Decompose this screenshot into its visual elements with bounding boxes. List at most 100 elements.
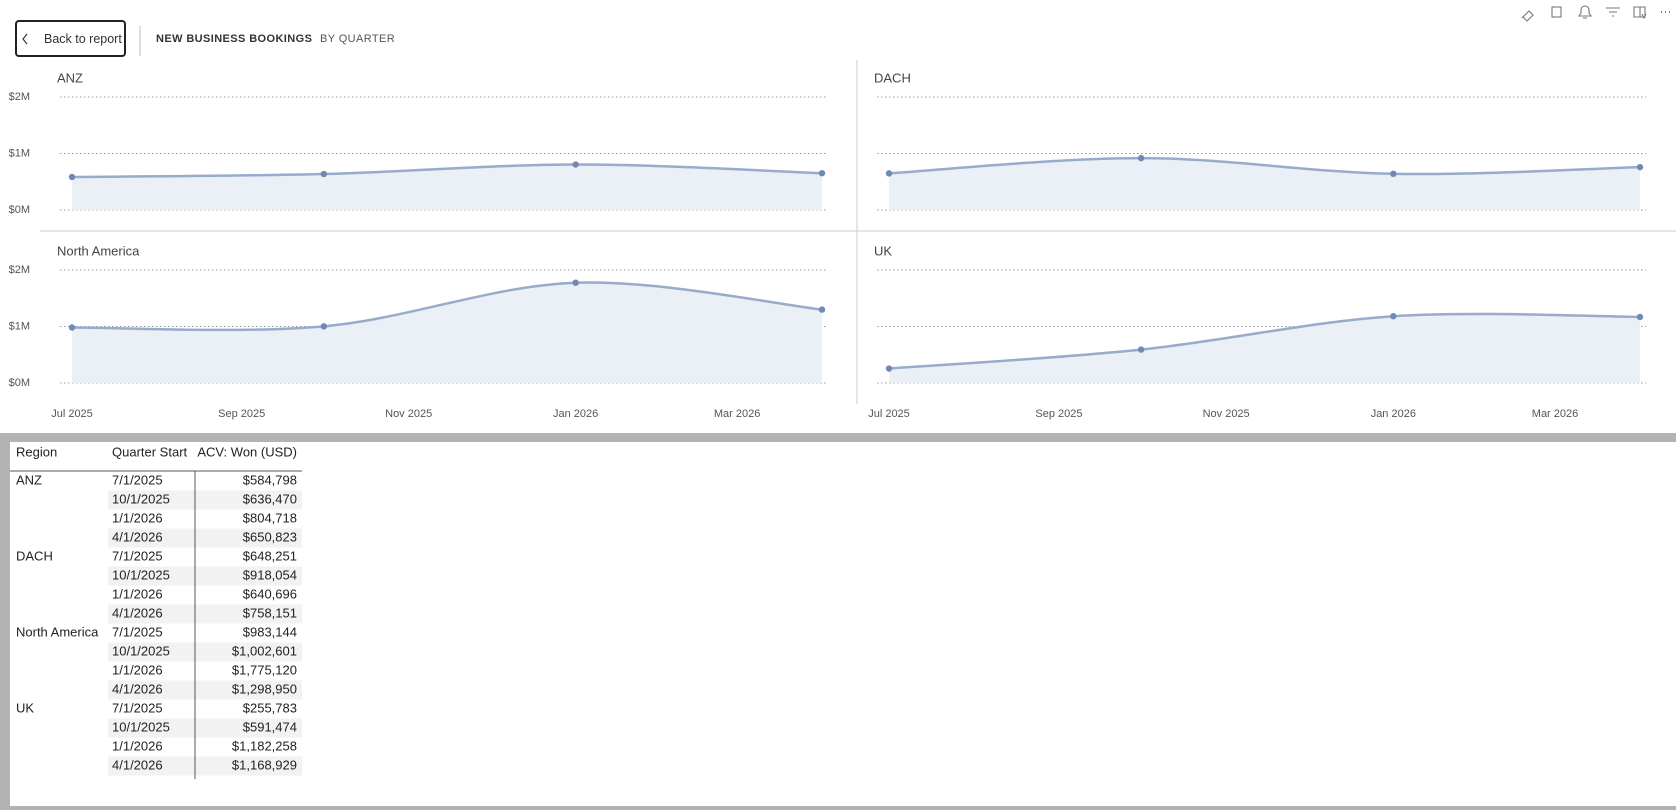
marker — [1636, 163, 1644, 171]
x-tick-label: Sep 2025 — [1035, 408, 1082, 420]
date-cell: 10/1/2025 — [112, 643, 170, 658]
panel-title: DACH — [874, 70, 911, 85]
x-tick-label: Sep 2025 — [218, 408, 265, 420]
date-cell: 7/1/2025 — [112, 472, 163, 487]
pin-icon[interactable] — [1521, 10, 1534, 22]
marker — [320, 323, 328, 330]
copy-icon[interactable] — [1551, 6, 1562, 18]
small-multiples: ANZ $0M $1M $2M DACH North America $0M $1M $2M Ju… — [9, 70, 1646, 420]
value-cell: $650,823 — [243, 529, 297, 544]
region-cell: ANZ — [16, 472, 42, 487]
marker — [1390, 313, 1397, 320]
x-tick-label: Jan 2026 — [1371, 408, 1416, 420]
x-tick-label: Jan 2026 — [553, 408, 598, 420]
panel: North America $0M $1M $2M Jul 2025 Sep 2025 No… — [9, 243, 828, 420]
toolbar-icons — [1521, 5, 1670, 22]
date-cell: 7/1/2025 — [112, 700, 163, 715]
value-cell: $1,168,929 — [232, 757, 297, 772]
date-cell: 10/1/2025 — [112, 719, 170, 734]
x-tick-label: Mar 2026 — [714, 408, 760, 420]
marker — [68, 324, 76, 331]
row-shading — [108, 642, 302, 662]
line — [71, 163, 823, 179]
y-tick-label: $1M — [9, 147, 30, 159]
date-cell: 4/1/2026 — [112, 681, 163, 696]
value-cell: $1,002,601 — [232, 643, 297, 658]
page-subtitle: BY QUARTER — [320, 33, 395, 45]
x-tick-label: Mar 2026 — [1532, 408, 1578, 420]
column-header: ACV: Won (USD) — [197, 444, 297, 459]
date-cell: 4/1/2026 — [112, 529, 163, 544]
marker — [818, 306, 826, 313]
date-cell: 1/1/2026 — [112, 510, 163, 525]
row-shading — [108, 718, 302, 738]
back-button[interactable] — [15, 20, 126, 57]
date-cell: 7/1/2025 — [112, 624, 163, 639]
region-cell: DACH — [16, 548, 53, 563]
row-shading — [108, 680, 302, 700]
value-cell: $1,182,258 — [232, 738, 297, 753]
y-tick-label: $0M — [9, 204, 30, 216]
line — [888, 312, 1641, 370]
line — [71, 281, 823, 332]
marker — [885, 365, 893, 372]
value-cell: $591,474 — [243, 719, 297, 734]
y-tick-label: $0M — [9, 377, 30, 389]
date-cell: 4/1/2026 — [112, 605, 163, 620]
marker — [68, 173, 76, 181]
date-cell: 10/1/2025 — [112, 491, 170, 506]
area — [889, 313, 1640, 383]
value-cell: $983,144 — [243, 624, 297, 639]
row-shading — [108, 490, 302, 510]
back-button-label[interactable]: Back to report — [44, 32, 122, 46]
y-tick-label: $1M — [9, 320, 30, 332]
row-shading — [108, 528, 302, 548]
area — [889, 158, 1640, 210]
value-cell: $1,775,120 — [232, 662, 297, 677]
marker — [572, 279, 579, 286]
x-tick-label: Jul 2025 — [868, 408, 910, 420]
date-cell: 1/1/2026 — [112, 586, 163, 601]
back-arrow — [22, 33, 28, 45]
date-cell: 10/1/2025 — [112, 567, 170, 582]
value-cell: $918,054 — [243, 567, 297, 582]
marker — [1137, 346, 1145, 353]
column-header: Quarter Start — [112, 444, 188, 459]
y-tick-label: $2M — [9, 264, 30, 276]
panel-title: North America — [57, 243, 140, 258]
value-cell: $758,151 — [243, 605, 297, 620]
x-tick-label: Nov 2025 — [1203, 408, 1250, 420]
panel: UK Jul 2025 Sep 2025 Nov 2025 Jan 2026 Mar 20… — [868, 243, 1646, 420]
row-shading — [108, 604, 302, 624]
focus-icon[interactable] — [1633, 6, 1647, 20]
marker — [1390, 170, 1397, 178]
column-header: Region — [16, 444, 57, 459]
marker — [1137, 154, 1145, 162]
line — [888, 156, 1641, 176]
date-cell: 1/1/2026 — [112, 662, 163, 677]
value-cell: $640,696 — [243, 586, 297, 601]
date-cell: 7/1/2025 — [112, 548, 163, 563]
table: Region Quarter Start ACV: Won (USD) ANZ 7/1/… — [10, 444, 302, 779]
page-title: NEW BUSINESS BOOKINGS — [156, 33, 312, 45]
panel-title: ANZ — [57, 70, 83, 85]
row-shading — [108, 756, 302, 776]
marker — [320, 170, 328, 178]
filter-icon[interactable] — [1606, 7, 1620, 17]
date-cell: 4/1/2026 — [112, 757, 163, 772]
marker — [572, 161, 579, 168]
date-cell: 1/1/2026 — [112, 738, 163, 753]
marker — [1636, 313, 1644, 321]
value-cell: $255,783 — [243, 700, 297, 715]
bell-icon[interactable] — [1577, 5, 1593, 19]
value-cell: $648,251 — [243, 548, 297, 563]
y-tick-label: $2M — [9, 91, 30, 103]
value-cell: $584,798 — [243, 472, 297, 487]
area — [72, 282, 822, 383]
row-shading — [108, 566, 302, 586]
value-cell: $804,718 — [243, 510, 297, 525]
panel: ANZ $0M $1M $2M — [9, 70, 828, 216]
panel-title: UK — [874, 243, 892, 258]
region-cell: UK — [16, 700, 34, 715]
